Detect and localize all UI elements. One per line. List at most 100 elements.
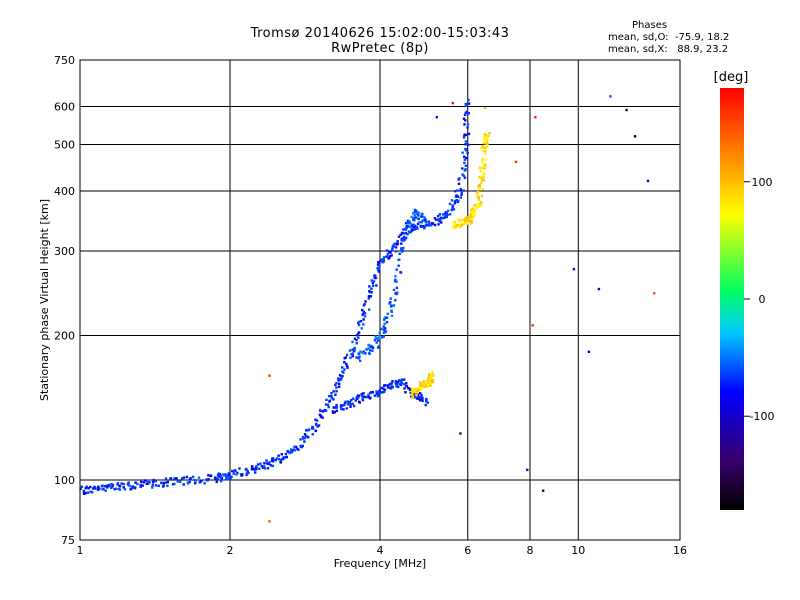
data-point: [203, 482, 206, 485]
data-point: [348, 349, 352, 352]
data-point: [362, 392, 365, 395]
colorbar-tick-label: -100: [750, 410, 775, 423]
data-points: [79, 95, 656, 523]
data-point: [296, 447, 299, 451]
data-point: [482, 172, 486, 175]
data-point: [478, 166, 482, 170]
data-point: [354, 399, 357, 402]
data-point: [361, 313, 365, 316]
data-point: [219, 475, 223, 478]
data-point: [380, 259, 384, 262]
data-point: [376, 336, 379, 340]
data-point: [462, 222, 465, 226]
data-point: [467, 219, 471, 223]
data-point: [327, 405, 330, 409]
data-point: [416, 211, 420, 214]
data-point: [472, 214, 476, 218]
data-point: [335, 386, 338, 389]
data-point: [464, 133, 468, 137]
data-point: [393, 242, 396, 246]
data-point: [216, 477, 220, 480]
data-point: [401, 249, 404, 252]
data-point: [101, 488, 104, 491]
data-point: [335, 390, 338, 393]
data-point: [194, 480, 197, 483]
data-point: [435, 116, 438, 119]
data-point: [191, 475, 195, 479]
data-point: [343, 360, 346, 364]
data-point: [477, 196, 480, 199]
data-point: [419, 396, 422, 399]
data-point: [450, 208, 454, 212]
data-point: [534, 116, 537, 119]
data-point: [342, 408, 345, 411]
data-point: [207, 474, 210, 477]
data-point: [86, 491, 90, 494]
data-point: [375, 341, 378, 344]
data-point: [406, 233, 409, 236]
data-point: [464, 140, 468, 143]
data-point: [469, 219, 473, 222]
data-point: [344, 400, 347, 404]
data-point: [199, 480, 202, 484]
data-point: [432, 373, 435, 376]
data-point: [452, 208, 456, 211]
data-point: [652, 292, 656, 295]
data-point: [392, 304, 396, 307]
data-point: [478, 184, 481, 187]
data-point: [361, 398, 365, 402]
data-point: [361, 397, 364, 401]
data-point: [423, 217, 427, 220]
data-point: [400, 378, 404, 381]
data-point: [395, 268, 398, 271]
data-point: [378, 389, 382, 392]
data-point: [374, 335, 377, 338]
data-point: [305, 429, 308, 432]
data-point: [460, 193, 463, 196]
data-point: [337, 377, 340, 380]
data-point: [462, 136, 466, 139]
data-point: [241, 473, 244, 476]
data-point: [463, 134, 466, 137]
data-point: [364, 352, 367, 355]
data-point: [412, 217, 415, 220]
data-point: [403, 231, 406, 235]
data-point: [459, 224, 463, 228]
data-point: [355, 396, 358, 399]
data-point: [318, 413, 322, 417]
data-point: [488, 131, 491, 135]
data-point: [366, 347, 370, 350]
data-point: [421, 219, 424, 222]
data-point: [485, 142, 488, 145]
data-point: [467, 132, 471, 136]
data-point: [475, 194, 479, 198]
data-point: [370, 287, 373, 290]
data-point: [419, 392, 422, 395]
data-point: [188, 480, 191, 484]
data-point: [370, 345, 373, 348]
data-point: [310, 427, 314, 430]
data-point: [171, 483, 175, 486]
data-point: [408, 222, 412, 225]
data-point: [268, 461, 271, 464]
data-point: [301, 444, 304, 448]
data-point: [572, 267, 576, 271]
data-point: [351, 354, 355, 358]
data-point: [396, 240, 399, 243]
colorbar-ticks: 100 0 -100: [744, 176, 774, 423]
data-point: [467, 112, 470, 115]
data-point: [413, 390, 417, 393]
colorbar: [720, 88, 744, 510]
data-point: [448, 202, 452, 206]
data-point: [464, 119, 467, 122]
data-point: [154, 479, 157, 483]
data-point: [89, 490, 92, 493]
data-point: [335, 409, 338, 413]
data-point: [383, 318, 386, 321]
data-point: [391, 247, 394, 250]
data-point: [197, 476, 201, 479]
data-point: [368, 346, 371, 349]
data-point: [381, 258, 384, 261]
data-point: [227, 471, 231, 475]
data-point: [272, 458, 275, 461]
